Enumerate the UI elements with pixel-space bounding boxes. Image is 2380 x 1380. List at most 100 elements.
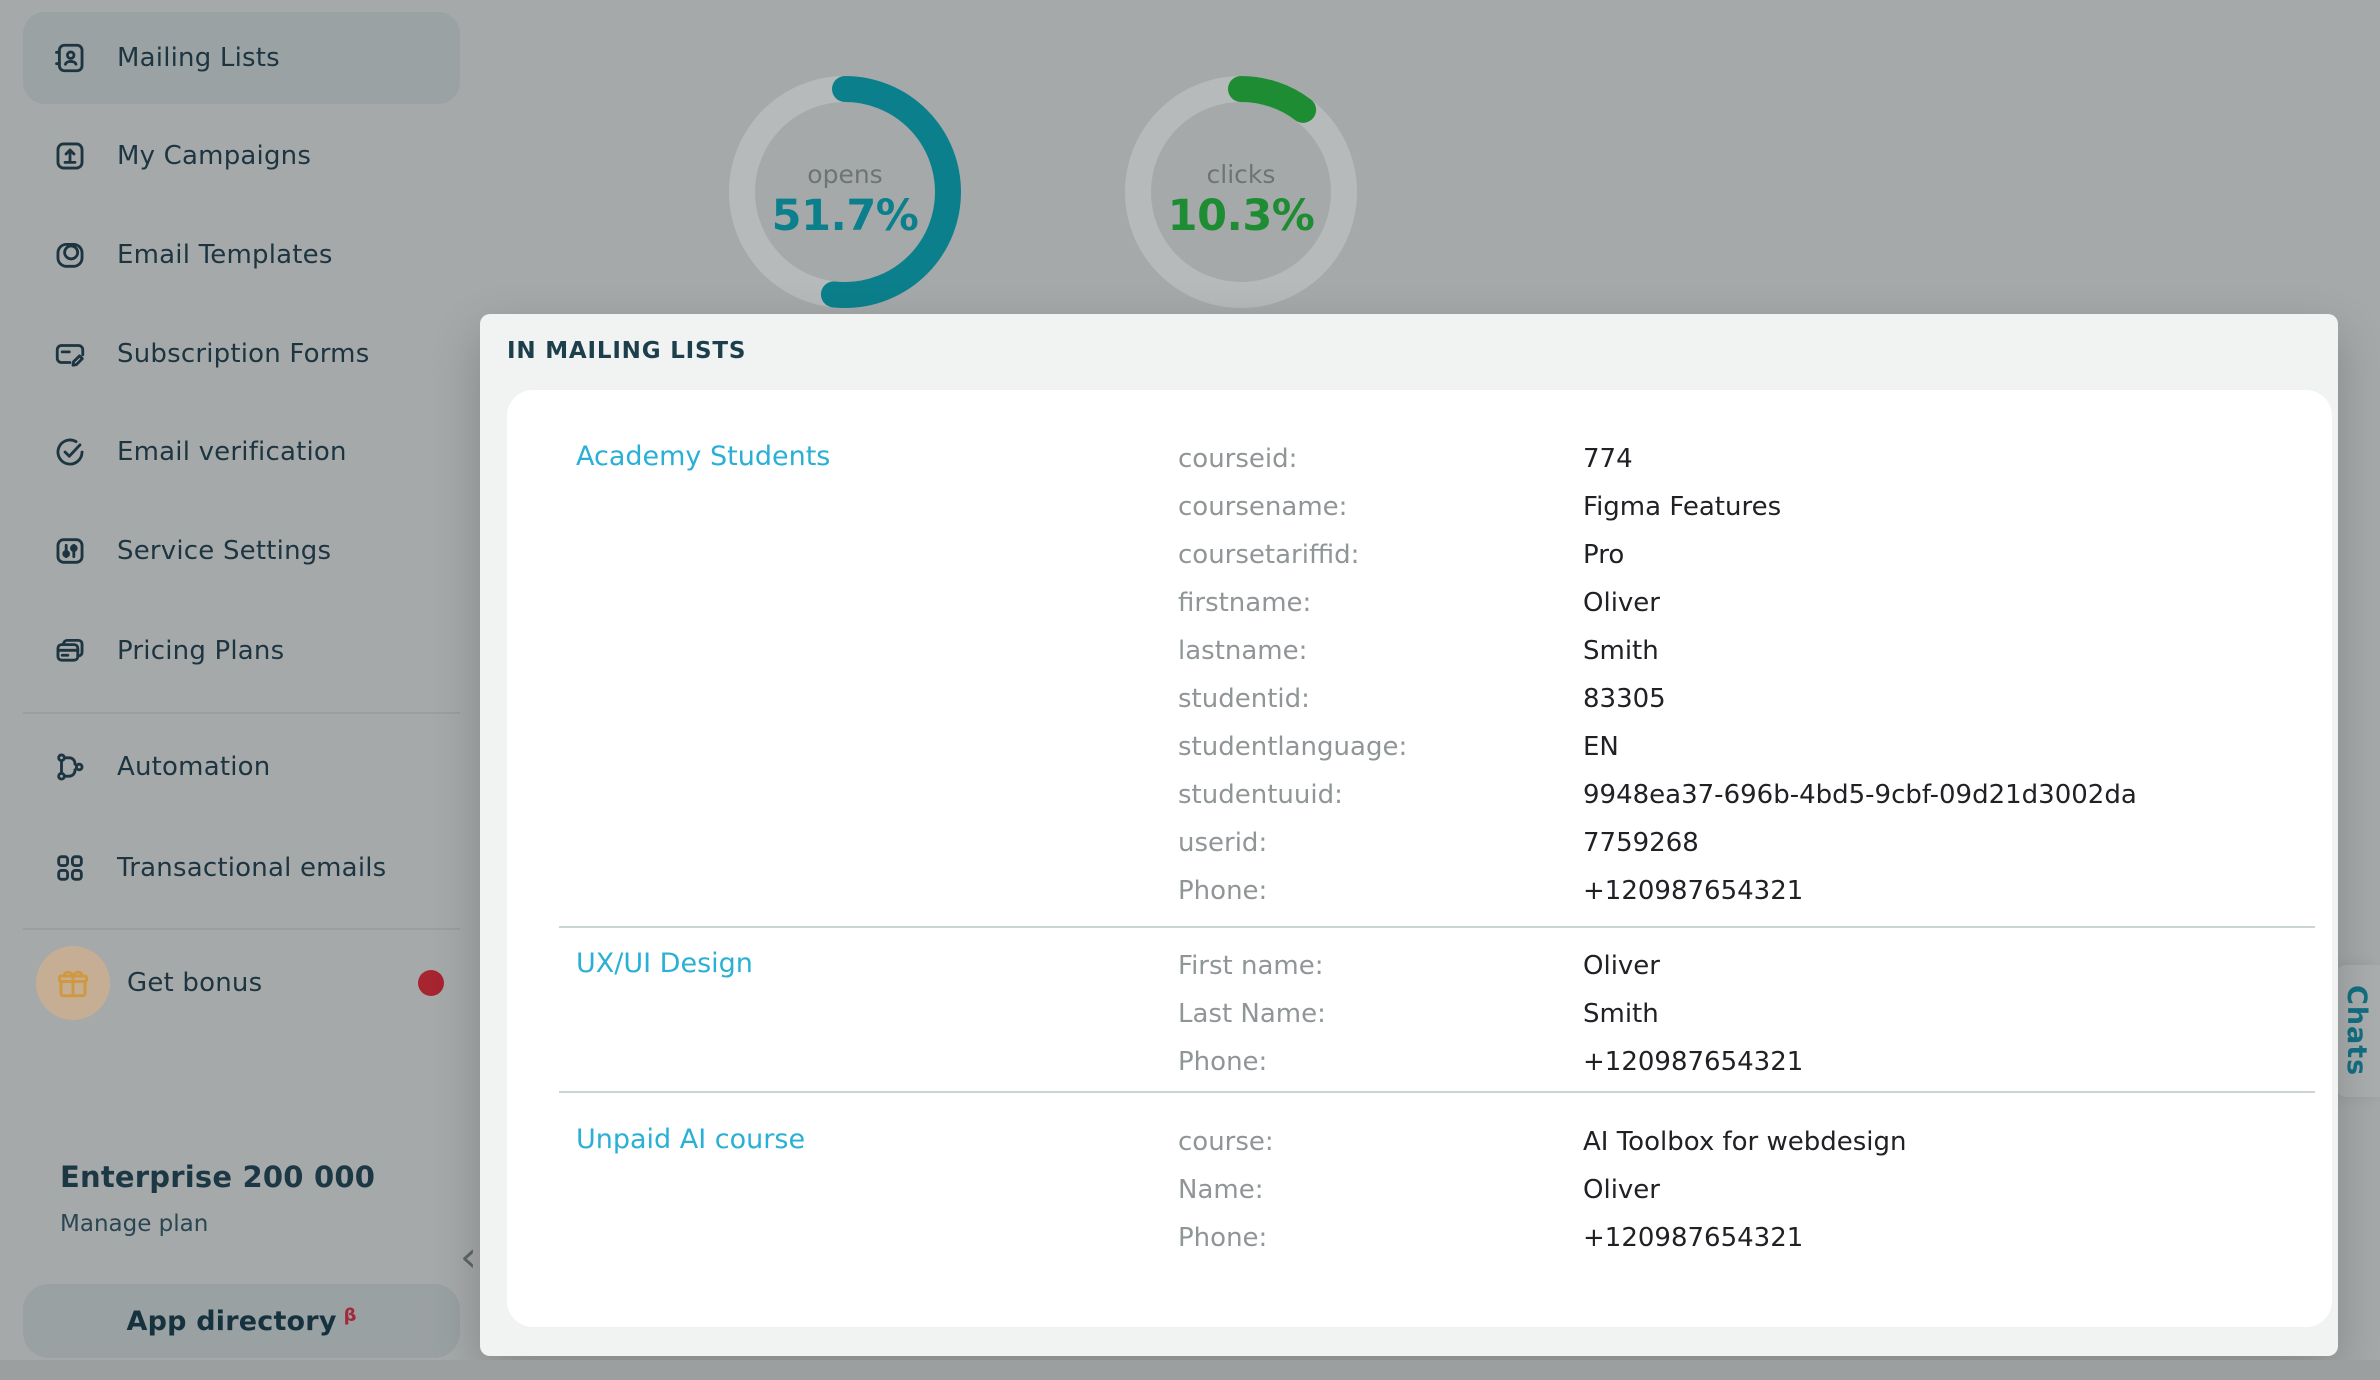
field-value: Smith <box>1583 999 1659 1029</box>
field-value: Oliver <box>1583 951 1660 981</box>
app-directory-label: App directory <box>126 1305 337 1337</box>
sidebar-item-email-templates[interactable]: Email Templates <box>23 209 460 301</box>
field-label: userid: <box>1178 828 1268 858</box>
bottom-edge-strip <box>0 1360 2380 1380</box>
sidebar-item-automation[interactable]: Automation <box>23 721 460 813</box>
sidebar-item-service-settings[interactable]: Service Settings <box>23 505 460 597</box>
field-value: Pro <box>1583 540 1625 570</box>
chats-tab-label: Chats <box>2341 985 2372 1077</box>
sidebar-item-my-campaigns[interactable]: My Campaigns <box>23 110 460 202</box>
grid-icon <box>53 851 87 885</box>
field-label: Name: <box>1178 1175 1264 1205</box>
plan-name: Enterprise 200 000 <box>60 1160 376 1194</box>
field-value: +120987654321 <box>1583 1223 1804 1253</box>
sidebar-collapse-chevron-icon[interactable]: ‹ <box>460 1232 477 1281</box>
sidebar-item-label: Email Templates <box>117 240 333 270</box>
field-value: 774 <box>1583 444 1633 474</box>
sidebar: Mailing Lists My Campaigns Email Templat… <box>0 0 477 1380</box>
field-label: coursename: <box>1178 492 1348 522</box>
field-row: lastname: Smith <box>507 634 2332 668</box>
field-label: Phone: <box>1178 1223 1268 1253</box>
field-label: coursetariffid: <box>1178 540 1360 570</box>
field-row: Name: Oliver <box>507 1173 2332 1207</box>
plan-block: Enterprise 200 000 Manage plan <box>60 1160 375 1237</box>
field-value: +120987654321 <box>1583 1047 1804 1077</box>
sidebar-divider <box>23 928 460 930</box>
field-label: course: <box>1178 1127 1274 1157</box>
branch-icon <box>53 750 87 784</box>
sidebar-item-label: Service Settings <box>117 536 332 566</box>
contacts-book-icon <box>53 41 87 75</box>
field-row: course: AI Toolbox for webdesign <box>507 1125 2332 1159</box>
template-icon <box>53 238 87 272</box>
opens-value: 51.7% <box>771 191 919 241</box>
field-value: 83305 <box>1583 684 1666 714</box>
field-row: userid: 7759268 <box>507 826 2332 860</box>
field-label: Phone: <box>1178 876 1268 906</box>
field-row: studentid: 83305 <box>507 682 2332 716</box>
field-label: studentlanguage: <box>1178 732 1408 762</box>
manage-plan-link[interactable]: Manage plan <box>60 1211 209 1237</box>
gift-icon-circle <box>36 946 110 1020</box>
sidebar-item-email-verification[interactable]: Email verification <box>23 406 460 498</box>
panel-title: IN MAILING LISTS <box>507 338 747 364</box>
sidebar-item-label: Pricing Plans <box>117 636 285 666</box>
field-row: Phone: +120987654321 <box>507 1045 2332 1079</box>
field-label: firstname: <box>1178 588 1312 618</box>
opens-label: opens <box>807 160 883 189</box>
sidebar-item-get-bonus[interactable]: Get bonus <box>23 937 460 1029</box>
send-up-icon <box>53 139 87 173</box>
beta-badge: β <box>343 1304 357 1326</box>
list-link-unpaid-ai-course[interactable]: Unpaid AI course <box>576 1124 806 1155</box>
list-link-uxui-design[interactable]: UX/UI Design <box>576 948 753 979</box>
field-row: courseid: 774 <box>507 442 2332 476</box>
mailing-lists-card: Academy Students courseid: 774 coursename… <box>507 390 2332 1327</box>
row-divider <box>559 926 2315 928</box>
field-label: Phone: <box>1178 1047 1268 1077</box>
field-row: coursename: Figma Features <box>507 490 2332 524</box>
field-row: firstname: Oliver <box>507 586 2332 620</box>
sidebar-item-label: Get bonus <box>127 968 263 998</box>
field-row: coursetariffid: Pro <box>507 538 2332 572</box>
opens-donut-chart: opens 51.7% <box>729 76 961 308</box>
sidebar-item-transactional-emails[interactable]: Transactional emails <box>23 822 460 914</box>
sidebar-item-mailing-lists[interactable]: Mailing Lists <box>23 12 460 104</box>
field-value: 7759268 <box>1583 828 1699 858</box>
sidebar-item-label: My Campaigns <box>117 141 312 171</box>
field-label: lastname: <box>1178 636 1308 666</box>
check-circle-icon <box>53 435 87 469</box>
field-row: Last Name: Smith <box>507 997 2332 1031</box>
field-label: First name: <box>1178 951 1324 981</box>
field-row: First name: Oliver <box>507 949 2332 983</box>
field-row: studentuuid: 9948ea37-696b-4bd5-9cbf-09d2… <box>507 778 2332 812</box>
field-value: 9948ea37-696b-4bd5-9cbf-09d21d3002da <box>1583 780 2137 810</box>
sidebar-item-pricing-plans[interactable]: Pricing Plans <box>23 605 460 697</box>
field-label: studentid: <box>1178 684 1310 714</box>
sidebar-item-label: Subscription Forms <box>117 339 370 369</box>
form-pencil-icon <box>53 337 87 371</box>
sidebar-item-label: Mailing Lists <box>117 43 280 73</box>
mailing-lists-panel: IN MAILING LISTS Academy Students course… <box>480 314 2338 1356</box>
clicks-label: clicks <box>1206 160 1276 189</box>
field-row: Phone: +120987654321 <box>507 874 2332 908</box>
sliders-icon <box>53 534 87 568</box>
list-link-academy-students[interactable]: Academy Students <box>576 441 831 472</box>
sidebar-item-label: Email verification <box>117 437 347 467</box>
row-divider <box>559 1091 2315 1093</box>
field-value: Oliver <box>1583 1175 1660 1205</box>
field-label: courseid: <box>1178 444 1298 474</box>
sidebar-item-label: Automation <box>117 752 271 782</box>
field-row: Phone: +120987654321 <box>507 1221 2332 1255</box>
sidebar-item-subscription-forms[interactable]: Subscription Forms <box>23 308 460 400</box>
chats-tab[interactable]: Chats <box>2333 965 2380 1097</box>
app-directory-button[interactable]: App directory β <box>23 1284 460 1358</box>
field-value: Figma Features <box>1583 492 1782 522</box>
field-value: Oliver <box>1583 588 1660 618</box>
field-label: Last Name: <box>1178 999 1326 1029</box>
field-value: +120987654321 <box>1583 876 1804 906</box>
sidebar-item-label: Transactional emails <box>117 853 387 883</box>
clicks-value: 10.3% <box>1167 191 1315 241</box>
clicks-donut-chart: clicks 10.3% <box>1125 76 1357 308</box>
field-value: Smith <box>1583 636 1659 666</box>
